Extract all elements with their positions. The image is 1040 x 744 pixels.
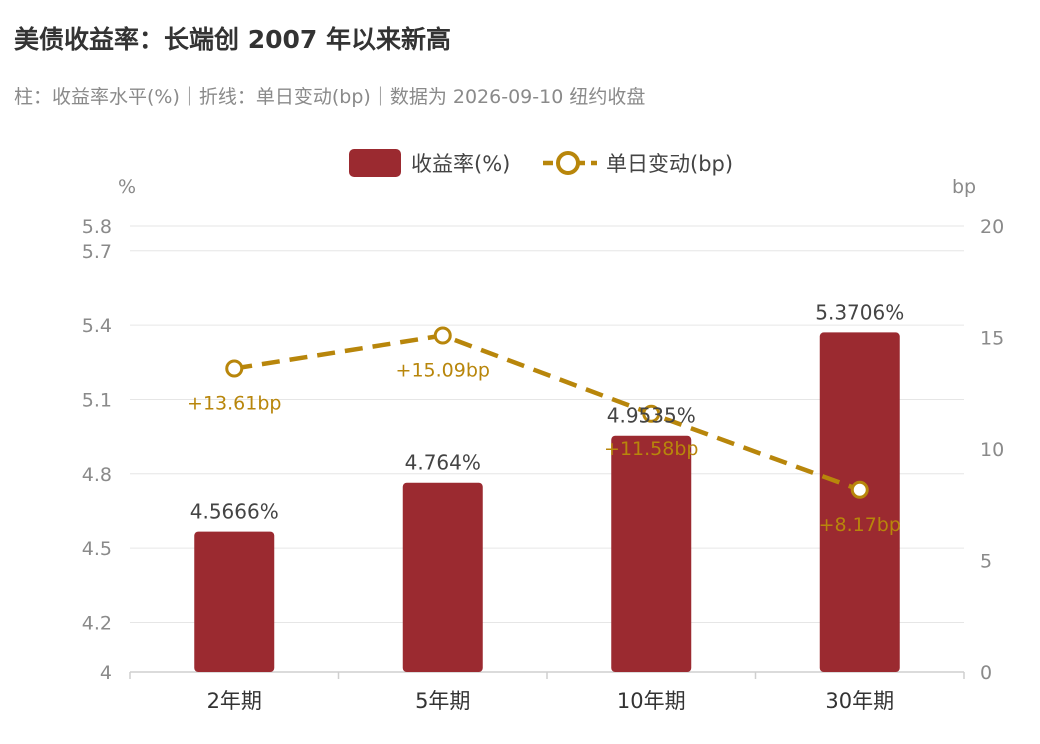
- chart-title: 美债收益率：长端创 2007 年以来新高: [14, 25, 451, 54]
- legend-line-label[interactable]: 单日变动(bp): [606, 152, 733, 176]
- y-left-tick-label: 5.4: [82, 315, 112, 337]
- y-left-tick-label: 4.5: [82, 538, 112, 560]
- axis-layer: 4 4.2 4.5 4.8 5.1 5.4 5.7 5.8 0 5 10 15 20% bp 2年期 5年期 1…: [82, 176, 1004, 713]
- y-left-tick-label: 5.1: [82, 389, 112, 411]
- legend-line-marker[interactable]: [556, 151, 580, 175]
- y-right-tick-label: 20: [980, 216, 1004, 238]
- chart-subtitle: 柱：收益率水平(%)｜折线：单日变动(bp)｜数据为 2026-09-10 纽约…: [14, 86, 646, 108]
- bar-value-label: 5.3706%: [815, 300, 904, 324]
- line-point[interactable]: [850, 480, 869, 499]
- y-left-tick-label: 4.8: [82, 464, 112, 486]
- y-left-tick-label: 4.2: [82, 612, 112, 634]
- legend[interactable]: 收益率(%) 单日变动(bp): [349, 149, 733, 177]
- x-tick-label: 5年期: [415, 689, 470, 713]
- y-right-tick-label: 5: [980, 551, 992, 573]
- line-value-label: +11.58bp: [604, 438, 698, 460]
- bar[interactable]: [819, 332, 900, 672]
- label-layer: 4.5666% 4.764% 4.9535% 5.3706% +13.61bp +15.0…: [187, 300, 904, 535]
- y-right-unit: bp: [952, 176, 976, 198]
- x-tick-label: 30年期: [825, 689, 894, 713]
- y-left-tick-label: 5.7: [82, 241, 112, 263]
- y-right-tick-label: 15: [980, 328, 1004, 350]
- bar-value-label: 4.9535%: [607, 404, 696, 428]
- bar-layer: [194, 332, 900, 672]
- bar-value-label: 4.5666%: [190, 500, 279, 524]
- y-right-tick-label: 0: [980, 662, 992, 684]
- line-point[interactable]: [642, 404, 661, 423]
- bar[interactable]: [194, 531, 275, 672]
- line-value-label: +8.17bp: [819, 514, 901, 536]
- legend-bar-label[interactable]: 收益率(%): [411, 152, 510, 176]
- line-point[interactable]: [225, 359, 244, 378]
- y-right-tick-label: 10: [980, 439, 1004, 461]
- y-left-tick-label: 4: [100, 662, 112, 684]
- y-left-unit: %: [118, 176, 136, 198]
- x-tick-label: 2年期: [207, 689, 262, 713]
- x-tick-label: 10年期: [617, 689, 686, 713]
- y-left-tick-label: 5.8: [82, 216, 112, 238]
- bar[interactable]: [611, 435, 692, 672]
- bar-value-label: 4.764%: [405, 451, 481, 475]
- line-point[interactable]: [433, 326, 452, 345]
- bar[interactable]: [402, 482, 483, 672]
- line-layer: [225, 326, 869, 499]
- legend-bar-swatch[interactable]: [349, 149, 401, 177]
- line-value-label: +15.09bp: [396, 359, 490, 381]
- line-value-label: +13.61bp: [187, 392, 281, 414]
- line-series: [233, 333, 861, 492]
